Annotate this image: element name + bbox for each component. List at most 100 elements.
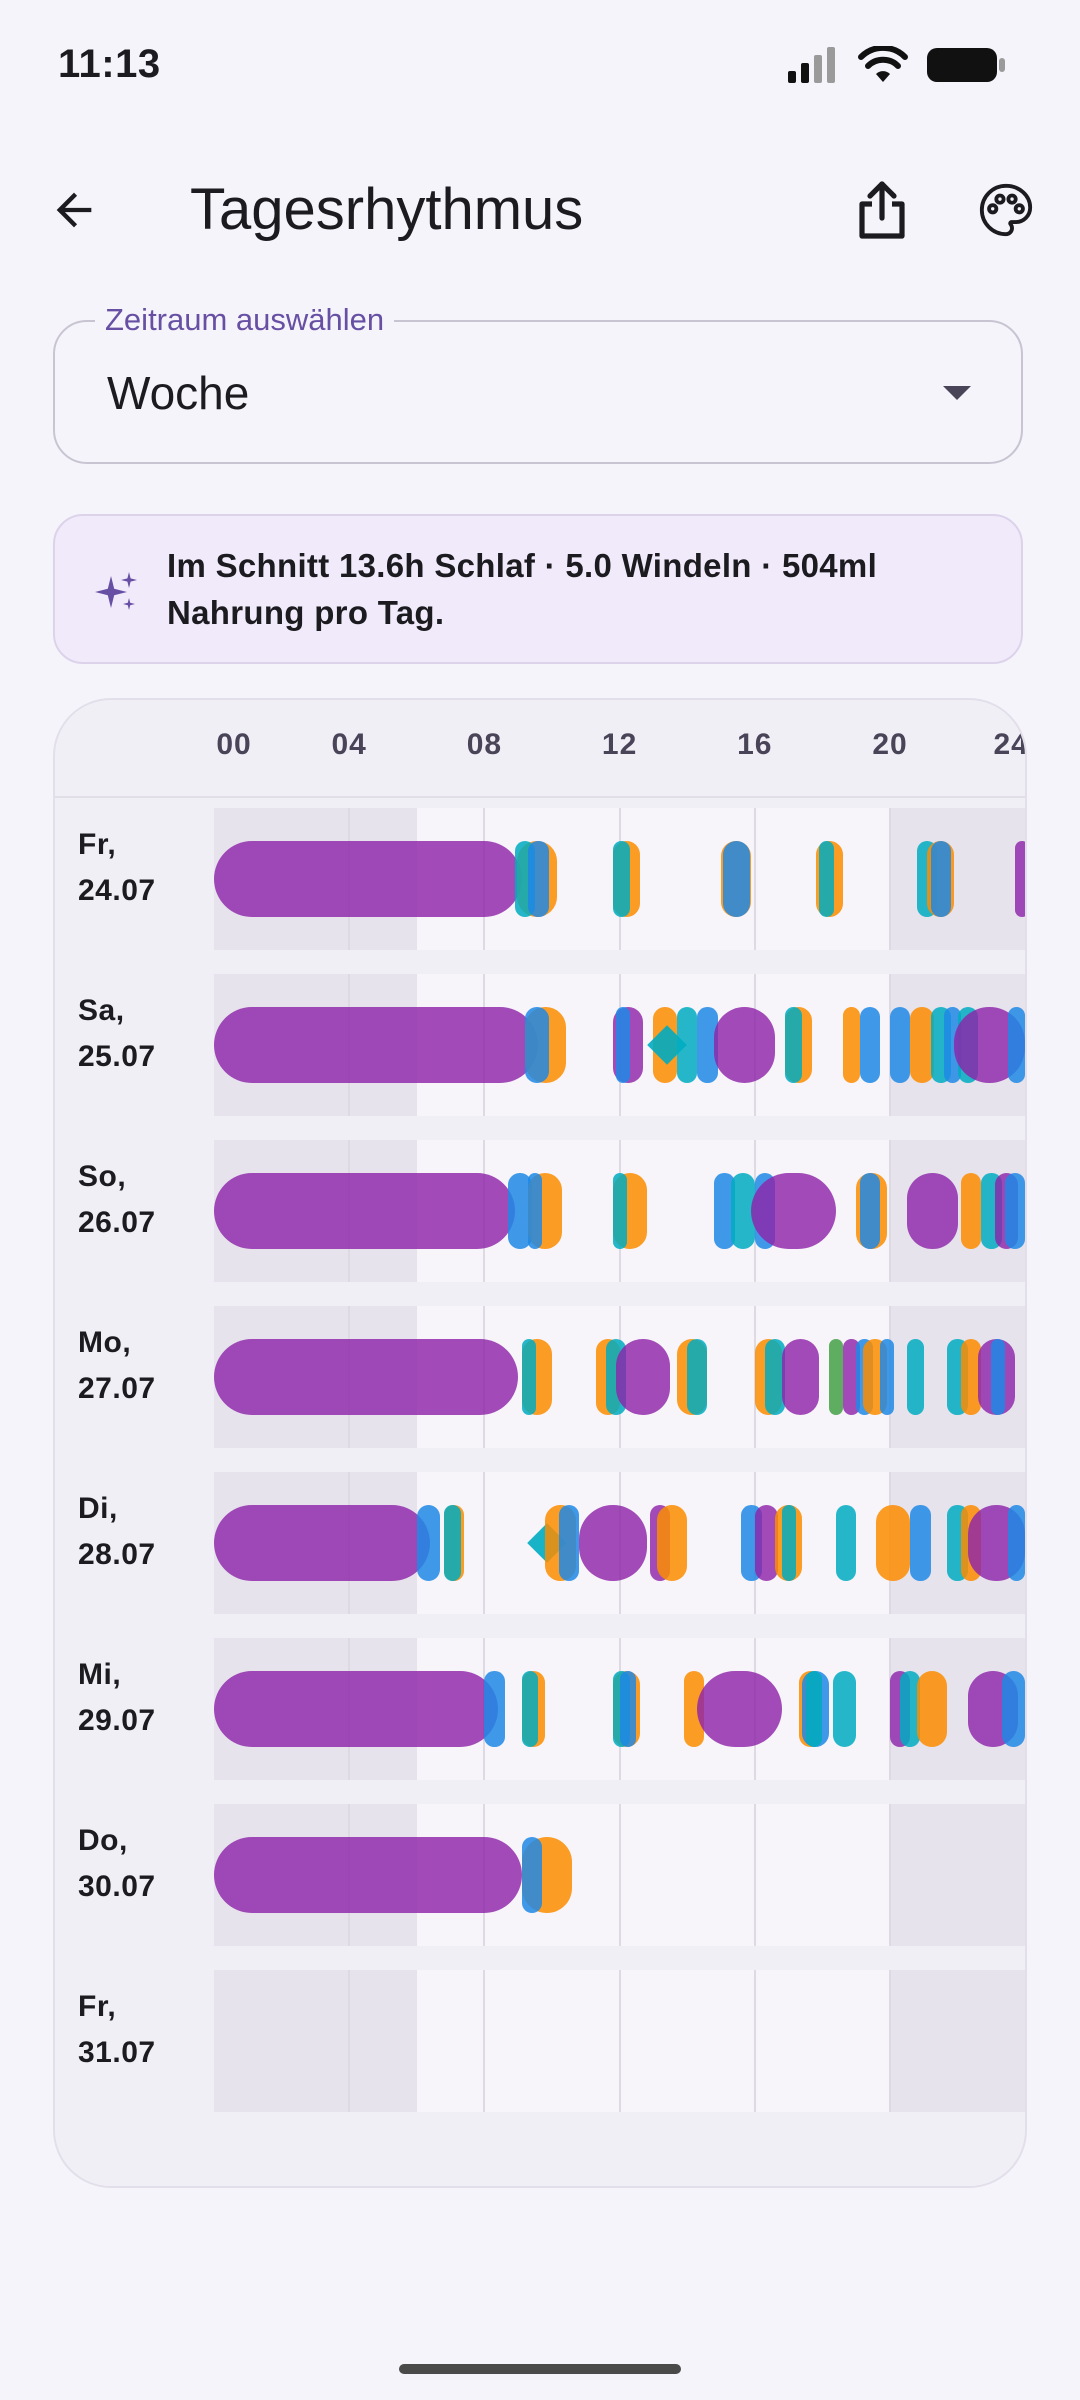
day-label: Di, 28.07 <box>78 1492 156 1571</box>
day-row: Fr, 24.07 <box>55 808 1025 950</box>
care-event[interactable] <box>521 1671 539 1747</box>
sleep-event[interactable] <box>616 1339 671 1415</box>
diaper-event[interactable] <box>528 841 549 917</box>
diaper-event[interactable] <box>859 1173 880 1249</box>
sleep-event[interactable] <box>214 841 522 917</box>
home-indicator[interactable] <box>399 2364 681 2374</box>
feeding-event[interactable] <box>656 1505 688 1581</box>
day-row: Mi, 29.07 <box>55 1638 1025 1780</box>
diaper-event[interactable] <box>697 1007 718 1083</box>
diaper-event[interactable] <box>528 1173 543 1249</box>
care-event[interactable] <box>835 1505 857 1581</box>
day-label: Fr, 24.07 <box>78 828 156 907</box>
care-event[interactable] <box>832 1671 857 1747</box>
care-event[interactable] <box>521 1339 536 1415</box>
night-shade <box>890 1970 1025 2112</box>
care-event[interactable] <box>781 1505 796 1581</box>
care-event[interactable] <box>906 1339 924 1415</box>
day-timeline-track[interactable] <box>214 974 1025 1116</box>
period-dropdown[interactable]: Zeitraum auswählen Woche <box>53 302 1023 464</box>
diaper-event[interactable] <box>416 1505 441 1581</box>
care-event[interactable] <box>805 1671 823 1747</box>
night-shade <box>890 808 1025 950</box>
gridline <box>889 1804 891 1946</box>
share-button[interactable] <box>842 170 922 250</box>
summary-card: Im Schnitt 13.6h Schlaf · 5.0 Windeln · … <box>53 514 1023 664</box>
feeding-event[interactable] <box>842 1007 860 1083</box>
care-event[interactable] <box>900 1671 921 1747</box>
care-event[interactable] <box>731 1173 755 1249</box>
diaper-event[interactable] <box>930 841 951 917</box>
diaper-event[interactable] <box>521 1837 542 1913</box>
day-label: Mi, 29.07 <box>78 1658 156 1737</box>
gridline <box>889 1140 891 1282</box>
daily-rhythm-chart: 00 04 08 12 16 20 24 Fr, 24.07 Sa, 25.07 So, 26.07 M… <box>53 698 1027 2188</box>
diaper-event[interactable] <box>1008 1007 1025 1083</box>
period-dropdown-value: Woche <box>107 367 250 419</box>
diaper-event[interactable] <box>1004 1173 1025 1249</box>
sleep-event[interactable] <box>214 1837 522 1913</box>
sleep-event[interactable] <box>1015 841 1025 917</box>
feeding-event[interactable] <box>960 1339 982 1415</box>
sleep-event[interactable] <box>754 1505 779 1581</box>
page-title: Tagesrhythmus <box>190 177 584 242</box>
gridline <box>753 1970 756 2112</box>
sleep-event[interactable] <box>781 1339 819 1415</box>
feeding-event[interactable] <box>917 1671 948 1747</box>
day-timeline-track[interactable] <box>214 1306 1025 1448</box>
gridline <box>483 1472 486 1614</box>
diaper-event[interactable] <box>991 1339 1006 1415</box>
diaper-event[interactable] <box>890 1007 911 1083</box>
feeding-event[interactable] <box>910 1007 934 1083</box>
day-timeline-track[interactable] <box>214 1638 1025 1780</box>
back-button[interactable] <box>36 172 112 248</box>
feeding-event[interactable] <box>960 1173 982 1249</box>
diaper-event[interactable] <box>879 1339 894 1415</box>
care-event[interactable] <box>677 1007 698 1083</box>
day-timeline-track[interactable] <box>214 808 1025 950</box>
care-event[interactable] <box>612 1173 627 1249</box>
diaper-event[interactable] <box>619 1671 637 1747</box>
sleep-event[interactable] <box>214 1007 539 1083</box>
diaper-event[interactable] <box>859 1007 880 1083</box>
feeding-event[interactable] <box>876 1505 911 1581</box>
sleep-event[interactable] <box>714 1007 776 1083</box>
diaper-event[interactable] <box>524 1007 549 1083</box>
sparkle-icon <box>95 572 137 610</box>
gridline <box>618 1970 621 2112</box>
other-event[interactable] <box>829 1339 844 1415</box>
diaper-event[interactable] <box>910 1505 931 1581</box>
sleep-event[interactable] <box>751 1173 836 1249</box>
sleep-event[interactable] <box>214 1173 515 1249</box>
sleep-event[interactable] <box>906 1173 958 1249</box>
palette-button[interactable] <box>966 170 1046 250</box>
diaper-event[interactable] <box>558 1505 580 1581</box>
sleep-event[interactable] <box>214 1505 431 1581</box>
sleep-event[interactable] <box>579 1505 647 1581</box>
diaper-event[interactable] <box>722 841 750 917</box>
day-timeline-track[interactable] <box>214 1472 1025 1614</box>
care-event[interactable] <box>687 1339 708 1415</box>
diaper-event[interactable] <box>484 1671 505 1747</box>
care-event[interactable] <box>764 1339 786 1415</box>
sleep-event[interactable] <box>214 1339 519 1415</box>
status-time: 11:13 <box>58 42 161 86</box>
sleep-event[interactable] <box>697 1671 782 1747</box>
summary-text: Im Schnitt 13.6h Schlaf · 5.0 Windeln · … <box>167 547 878 631</box>
care-event[interactable] <box>785 1007 803 1083</box>
diaper-event[interactable] <box>616 1007 631 1083</box>
sleep-event[interactable] <box>214 1671 498 1747</box>
diaper-event[interactable] <box>1001 1671 1025 1747</box>
feeding-event[interactable] <box>683 1671 705 1747</box>
diaper-event[interactable] <box>508 1173 532 1249</box>
diaper-event[interactable] <box>714 1173 735 1249</box>
care-event[interactable] <box>612 841 630 917</box>
care-event[interactable] <box>819 841 835 917</box>
day-timeline-track[interactable] <box>214 1804 1025 1946</box>
care-event[interactable] <box>443 1505 461 1581</box>
day-timeline-track[interactable] <box>214 1970 1025 2112</box>
day-timeline-track[interactable] <box>214 1140 1025 1282</box>
sleep-event[interactable] <box>842 1339 860 1415</box>
gridline <box>348 1970 351 2112</box>
diaper-event[interactable] <box>1008 1505 1025 1581</box>
